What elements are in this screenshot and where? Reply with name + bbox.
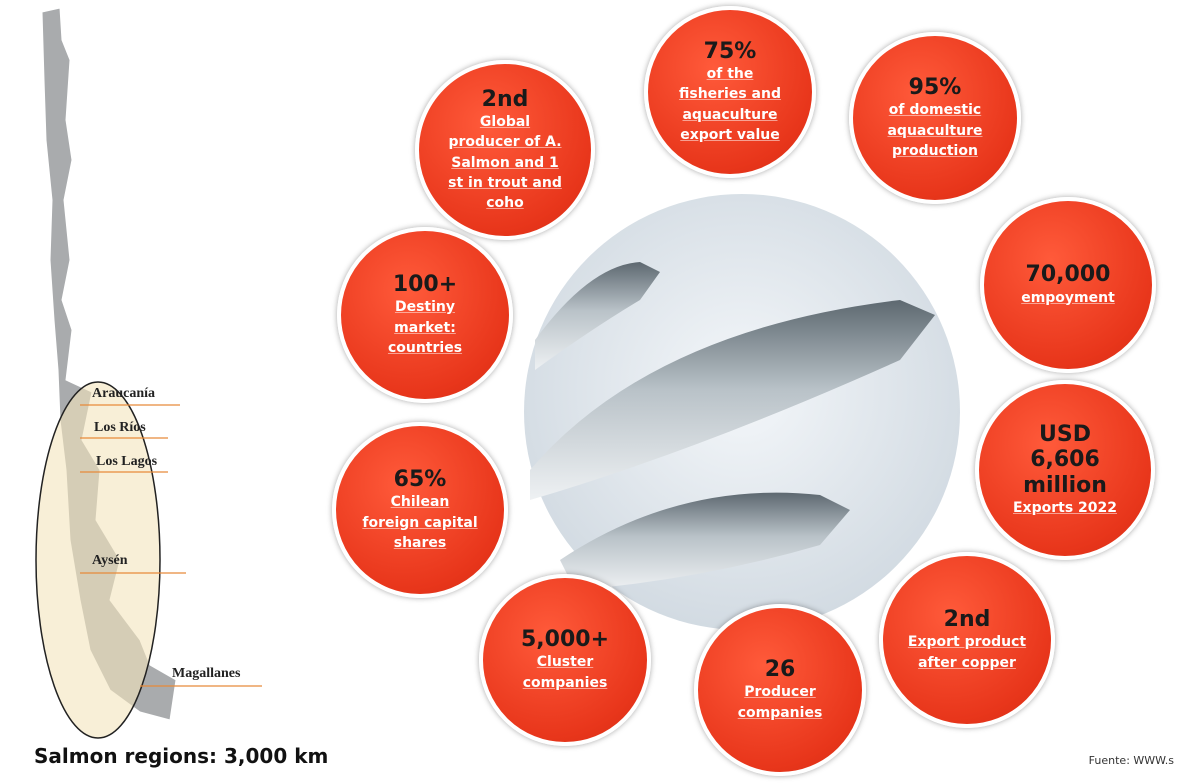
fact-headline: 75% bbox=[704, 39, 757, 64]
fact-circle: 75%of the fisheries and aquaculture expo… bbox=[644, 6, 816, 178]
fact-headline: 5,000+ bbox=[521, 627, 609, 652]
region-label: Los Lagos bbox=[96, 454, 157, 470]
page: Araucanía Los Ríos Los Lagos Aysén Magal… bbox=[0, 0, 1180, 784]
source: Fuente: WWW.s bbox=[1089, 754, 1174, 767]
fact-headline: 2nd bbox=[482, 87, 529, 112]
fact-circle: 100+Destiny market: countries bbox=[337, 227, 513, 403]
fact-circle: 5,000+Cluster companies bbox=[479, 574, 651, 746]
fact-headline: 26 bbox=[765, 657, 796, 682]
fact-text: empoyment bbox=[1021, 288, 1115, 308]
fact-headline: 2nd bbox=[944, 607, 991, 632]
fact-circle: 95%of domestic aquaculture production bbox=[849, 32, 1021, 204]
fact-text: Cluster companies bbox=[507, 652, 623, 693]
fact-headline: 70,000 bbox=[1026, 262, 1111, 287]
fact-text: Exports 2022 bbox=[1013, 498, 1117, 518]
fact-headline: 95% bbox=[909, 75, 962, 100]
fact-headline: 65% bbox=[394, 467, 447, 492]
fact-text: Producer companies bbox=[722, 682, 838, 723]
fact-text: Chilean foreign capital shares bbox=[360, 492, 480, 553]
fact-text: Global producer of A. Salmon and 1 st in… bbox=[443, 112, 567, 213]
fact-headline: USD 6,606 million bbox=[1003, 422, 1127, 498]
fact-headline: 100+ bbox=[393, 272, 457, 297]
fact-circle: 65%Chilean foreign capital shares bbox=[332, 422, 508, 598]
map-caption: Salmon regions: 3,000 km bbox=[34, 744, 328, 768]
region-label: Los Ríos bbox=[94, 420, 146, 436]
fact-text: Destiny market: countries bbox=[365, 297, 485, 358]
region-label: Magallanes bbox=[172, 666, 240, 682]
fact-text: Export product after copper bbox=[907, 632, 1027, 673]
fact-text: of the fisheries and aquaculture export … bbox=[672, 64, 788, 145]
region-label: Araucanía bbox=[92, 386, 155, 402]
region-label: Aysén bbox=[92, 553, 128, 569]
fact-text: of domestic aquaculture production bbox=[877, 100, 993, 161]
